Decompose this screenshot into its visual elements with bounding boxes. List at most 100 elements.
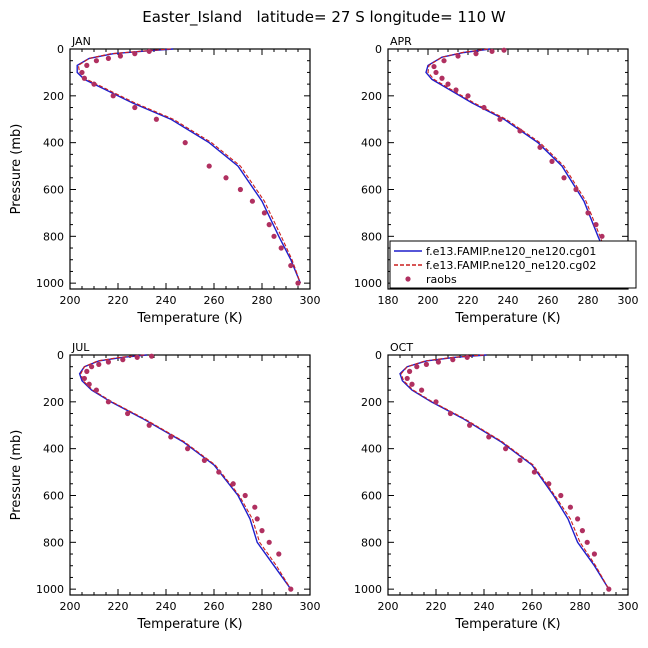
raobs-point bbox=[254, 516, 260, 522]
raobs-point bbox=[453, 87, 459, 93]
raobs-point bbox=[117, 53, 123, 59]
x-tick-label: 240 bbox=[156, 294, 177, 307]
raobs-point bbox=[585, 210, 591, 216]
x-tick-label: 220 bbox=[426, 600, 447, 613]
raobs-point bbox=[110, 93, 116, 99]
raobs-point bbox=[419, 387, 425, 393]
raobs-point bbox=[105, 55, 111, 61]
raobs-point bbox=[146, 48, 152, 54]
figure-title: Easter_Island latitude= 27 S longitude= … bbox=[142, 8, 506, 27]
raobs-point bbox=[182, 140, 188, 146]
raobs-point bbox=[407, 368, 413, 374]
legend-label: raobs bbox=[426, 273, 457, 286]
y-tick-label: 0 bbox=[57, 43, 64, 56]
x-tick-label: 240 bbox=[474, 600, 495, 613]
x-tick-label: 180 bbox=[378, 294, 399, 307]
series-line-cg01 bbox=[78, 354, 292, 590]
x-tick-label: 280 bbox=[252, 294, 273, 307]
raobs-point bbox=[153, 116, 159, 122]
raobs-point bbox=[288, 262, 294, 269]
raobs-point bbox=[481, 104, 487, 111]
raobs-point bbox=[89, 364, 95, 370]
y-tick-label: 200 bbox=[361, 90, 382, 103]
y-axis-label: Pressure (mb) bbox=[9, 430, 24, 521]
raobs-point bbox=[549, 158, 555, 164]
raobs-point bbox=[91, 81, 97, 87]
raobs-point bbox=[433, 399, 439, 405]
raobs-point bbox=[517, 457, 523, 463]
x-tick-label: 300 bbox=[618, 294, 639, 307]
x-tick-label: 300 bbox=[300, 600, 321, 613]
raobs-point bbox=[606, 586, 612, 592]
raobs-point bbox=[216, 469, 222, 475]
x-tick-label: 280 bbox=[252, 600, 273, 613]
raobs-point bbox=[295, 280, 301, 286]
x-tick-label: 220 bbox=[458, 294, 479, 307]
raobs-point bbox=[433, 69, 439, 76]
raobs-point bbox=[473, 51, 479, 57]
raobs-point bbox=[242, 492, 248, 499]
y-axis-label: Pressure (mb) bbox=[9, 124, 24, 215]
raobs-point bbox=[455, 53, 461, 59]
raobs-point bbox=[531, 469, 538, 475]
raobs-point bbox=[423, 361, 429, 367]
raobs-point bbox=[105, 359, 111, 365]
x-tick-label: 260 bbox=[204, 600, 225, 613]
raobs-point bbox=[445, 81, 451, 87]
raobs-point bbox=[86, 381, 92, 387]
raobs-point bbox=[237, 186, 243, 193]
raobs-point bbox=[261, 210, 267, 216]
raobs-point bbox=[201, 457, 207, 463]
raobs-point bbox=[168, 434, 174, 440]
raobs-point bbox=[266, 539, 272, 545]
legend-label: f.e13.FAMIP.ne120_ne120.cg01 bbox=[426, 245, 596, 258]
raobs-point bbox=[435, 359, 441, 365]
raobs-point bbox=[431, 63, 437, 70]
y-tick-label: 600 bbox=[361, 489, 382, 502]
panel-title: JUL bbox=[71, 341, 90, 354]
raobs-point bbox=[149, 353, 155, 359]
raobs-point bbox=[567, 504, 574, 510]
raobs-point bbox=[575, 516, 581, 522]
y-tick-label: 400 bbox=[361, 443, 382, 456]
panel-oct: OCT 200 220 240 260 280 300 0 200 400 600 800 1000 Te… bbox=[354, 341, 639, 632]
x-axis-label: Temperature (K) bbox=[454, 617, 560, 632]
raobs-point bbox=[591, 551, 598, 557]
raobs-point bbox=[579, 528, 586, 534]
raobs-point bbox=[441, 58, 447, 64]
raobs-point bbox=[467, 422, 473, 428]
panel-jan: JAN 200 220 240 260 280 300 0 200 400 600 800 1000 Te… bbox=[9, 35, 321, 326]
y-tick-label: 1000 bbox=[354, 277, 382, 290]
y-tick-label: 1000 bbox=[354, 583, 382, 596]
y-tick-label: 800 bbox=[361, 230, 382, 243]
raobs-point bbox=[79, 69, 85, 76]
y-tick-label: 600 bbox=[43, 489, 64, 502]
x-axis-label: Temperature (K) bbox=[136, 311, 242, 326]
x-tick-label: 240 bbox=[498, 294, 519, 307]
raobs-point bbox=[249, 198, 255, 204]
raobs-point bbox=[599, 233, 605, 239]
raobs-point bbox=[450, 357, 456, 363]
raobs-point bbox=[503, 446, 509, 452]
y-tick-label: 400 bbox=[43, 137, 64, 150]
y-tick-label: 1000 bbox=[36, 277, 64, 290]
raobs-point bbox=[134, 354, 140, 360]
raobs-point bbox=[573, 186, 579, 193]
raobs-point bbox=[404, 375, 410, 382]
panel-title: JAN bbox=[71, 35, 91, 48]
raobs-point bbox=[93, 58, 99, 64]
raobs-point bbox=[546, 481, 552, 487]
x-tick-label: 240 bbox=[156, 600, 177, 613]
raobs-point bbox=[593, 222, 599, 228]
x-tick-label: 300 bbox=[300, 294, 321, 307]
y-tick-label: 800 bbox=[43, 230, 64, 243]
y-tick-label: 800 bbox=[43, 536, 64, 549]
y-tick-label: 800 bbox=[361, 536, 382, 549]
y-tick-label: 400 bbox=[361, 137, 382, 150]
x-tick-label: 280 bbox=[578, 294, 599, 307]
raobs-point bbox=[206, 163, 212, 169]
raobs-point bbox=[561, 175, 567, 181]
raobs-point bbox=[501, 47, 507, 53]
raobs-point bbox=[409, 381, 415, 387]
